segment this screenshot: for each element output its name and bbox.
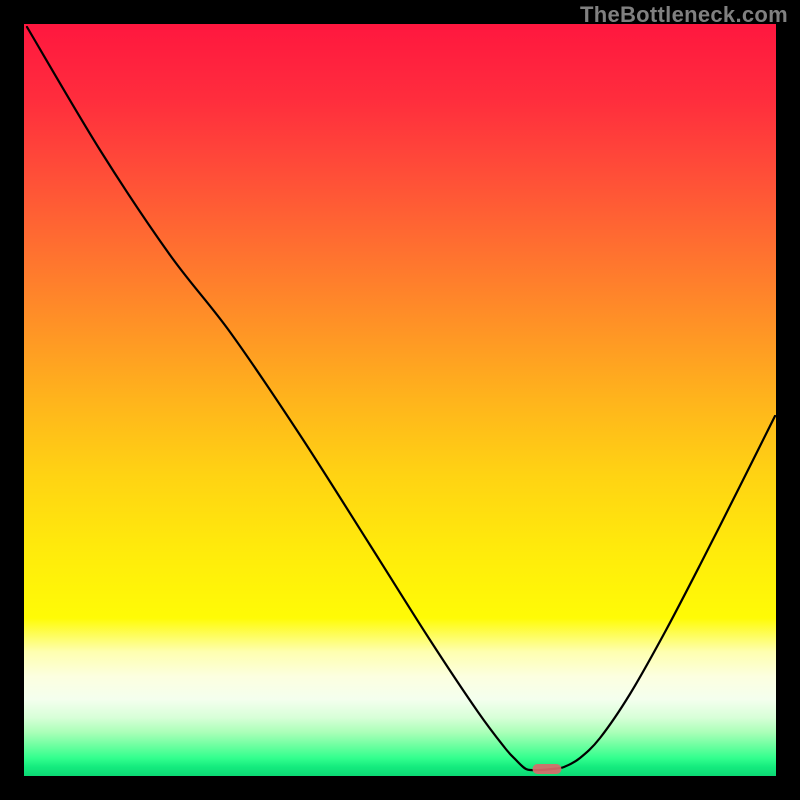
chart-container: { "watermark": { "text": "TheBottleneck.… [0,0,800,800]
optimal-marker [533,764,562,774]
gradient-background [24,24,776,776]
bottleneck-chart [0,0,800,800]
